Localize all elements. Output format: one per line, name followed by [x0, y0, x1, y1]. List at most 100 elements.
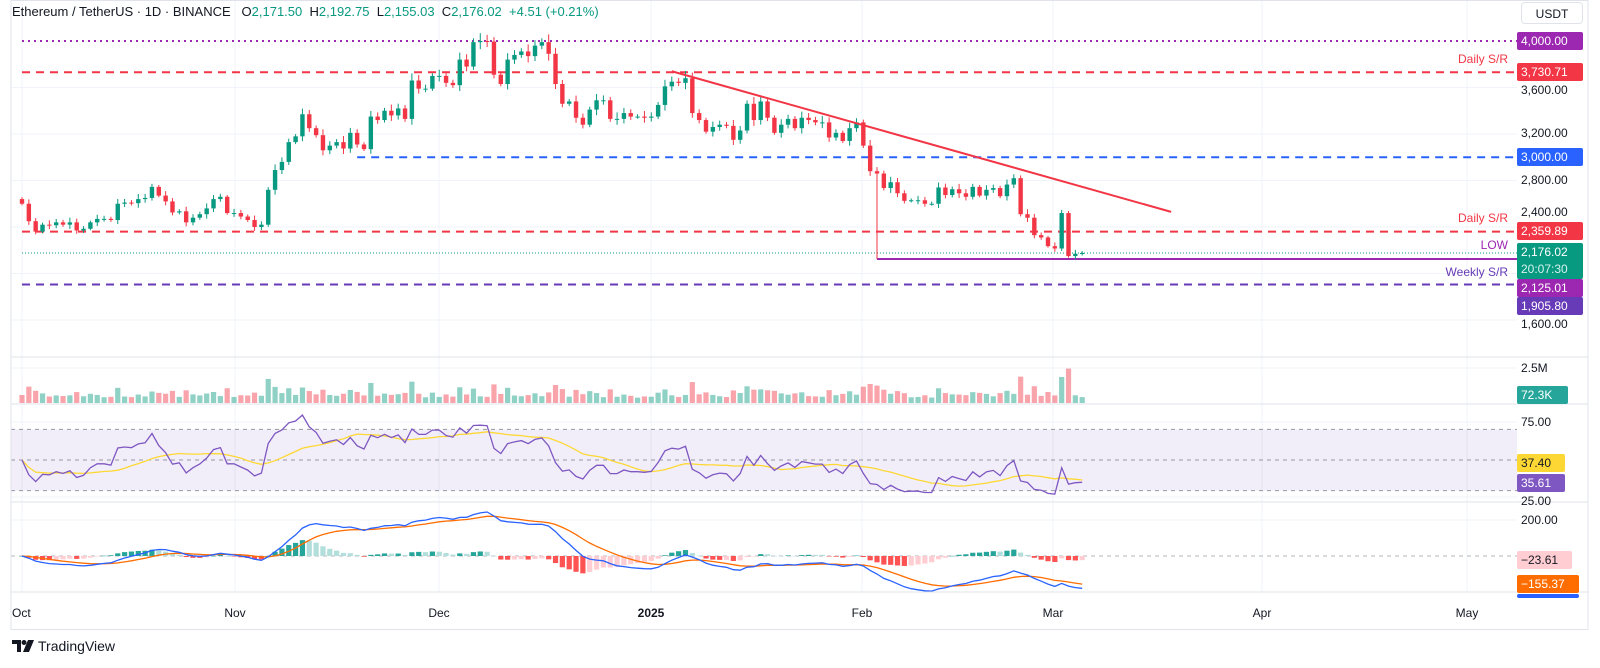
- macd-histogram-bar: [655, 556, 661, 559]
- volume-bar: [894, 391, 901, 403]
- candle-body: [320, 135, 326, 151]
- candle-body: [601, 100, 606, 102]
- macd-histogram-bar: [600, 556, 606, 568]
- open-value: 2,171.50: [251, 4, 303, 19]
- weekly-sr-price-label: 1,905.80: [1517, 297, 1583, 315]
- tradingview-logo[interactable]: TradingView: [12, 638, 115, 654]
- volume-bar: [33, 390, 39, 403]
- macd-histogram-bar: [279, 548, 285, 556]
- macd-histogram-bar: [908, 556, 914, 566]
- volume-bar: [860, 386, 866, 403]
- symbol-title[interactable]: Ethereum / TetherUS · 1D · BINANCE: [12, 4, 231, 19]
- volume-bar: [1079, 397, 1085, 403]
- macd-histogram-bar: [169, 553, 176, 556]
- volume-bar: [176, 396, 182, 403]
- macd-histogram-bar: [87, 556, 93, 558]
- price-tick: 1,600.00: [1521, 317, 1568, 331]
- volume-bar: [135, 394, 141, 403]
- candle-body: [33, 221, 38, 232]
- candles: [19, 33, 1085, 260]
- volume-bar: [156, 392, 162, 403]
- volume-bar: [279, 393, 285, 403]
- macd-histogram-bar: [156, 550, 162, 556]
- candle-body: [1080, 253, 1085, 255]
- candle-body: [40, 224, 45, 232]
- volume-bar: [272, 386, 278, 403]
- candle-body: [348, 132, 353, 149]
- candle-body: [614, 118, 620, 120]
- macd-histogram-bar: [470, 552, 477, 556]
- macd-histogram-bar: [511, 556, 518, 560]
- rsi-line: [21, 413, 1083, 495]
- candle-body: [655, 104, 661, 117]
- macd-histogram-bar: [826, 556, 832, 557]
- candle-body: [621, 113, 627, 119]
- volume-bar: [422, 397, 429, 403]
- volume-bar: [498, 393, 504, 403]
- candle-body: [950, 189, 955, 196]
- candle-body: [833, 132, 839, 138]
- candle-body: [642, 116, 647, 118]
- volume-bar: [505, 387, 511, 403]
- candle-body: [177, 211, 182, 213]
- macd-histogram-bar: [771, 555, 777, 557]
- daily-sr-lower-annotation: Daily S/R: [1457, 211, 1508, 225]
- volume-bar: [997, 393, 1003, 403]
- macd-histogram-bar: [518, 556, 524, 560]
- volume-bar: [806, 396, 812, 403]
- volume-bar: [443, 394, 449, 403]
- macd-histogram-bar: [210, 555, 217, 557]
- candle-body: [108, 218, 114, 221]
- macd-histogram-bar: [409, 552, 415, 556]
- macd-histogram-bar: [922, 556, 928, 564]
- macd-histogram-bar: [929, 556, 935, 563]
- macd-histogram-bar: [491, 555, 497, 557]
- macd-histogram-bar: [1059, 556, 1065, 559]
- candle-body: [512, 54, 517, 60]
- macd-histogram-bar: [546, 556, 552, 560]
- macd-histogram-bar: [628, 556, 634, 565]
- macd-histogram-bar: [525, 556, 531, 560]
- time-label-2025: 2025: [637, 606, 665, 620]
- volume-bar: [80, 396, 87, 403]
- macd-histogram-bar: [648, 556, 654, 561]
- candle-body: [1045, 237, 1051, 247]
- candle-body: [286, 142, 291, 162]
- volume-bar: [723, 397, 730, 403]
- time-label-mar: Mar: [1042, 606, 1064, 620]
- macd-histogram-bar: [429, 551, 435, 556]
- volume-bar: [204, 393, 210, 403]
- volume-bar: [429, 392, 435, 403]
- macd-histogram-bar: [299, 540, 306, 556]
- macd-histogram-bar: [935, 556, 942, 560]
- candle-body: [874, 171, 880, 174]
- volume-bar: [717, 396, 723, 403]
- macd-histogram-bar: [53, 556, 59, 560]
- close-value: 2,176.02: [451, 4, 502, 19]
- volume-bar: [19, 395, 25, 403]
- currency-button[interactable]: USDT: [1521, 2, 1583, 24]
- candle-body: [95, 218, 100, 223]
- volume-bar: [87, 393, 93, 403]
- trendline-layer[interactable]: [671, 70, 1172, 213]
- volume-bar: [26, 386, 32, 403]
- candle-body: [792, 118, 798, 129]
- candle-body: [977, 186, 982, 196]
- macd-histogram-bar: [464, 553, 470, 556]
- candle-body: [67, 222, 73, 225]
- volume-bar: [990, 396, 996, 403]
- volume-bar: [744, 386, 750, 403]
- candle-body: [751, 103, 757, 121]
- volume-bar: [67, 395, 73, 403]
- volume-bar: [874, 385, 880, 403]
- macd-histogram-label: −23.61: [1517, 551, 1572, 569]
- volume-bar: [1024, 394, 1031, 403]
- macd-histogram-bar: [881, 556, 887, 565]
- volume-bar: [573, 389, 579, 403]
- candle-body: [915, 200, 921, 202]
- volume-bar: [689, 382, 695, 403]
- volume-bar: [929, 397, 935, 403]
- volume-bar: [477, 396, 483, 403]
- volume-bar: [224, 388, 230, 403]
